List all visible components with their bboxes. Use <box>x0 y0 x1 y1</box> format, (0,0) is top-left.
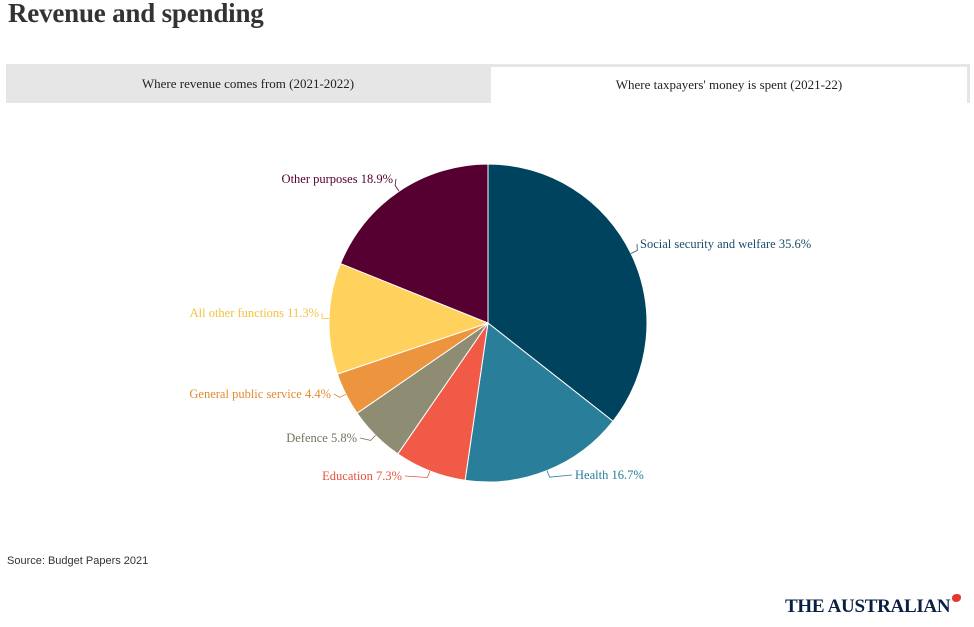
pie-slice-all-other-functions[interactable] <box>328 263 489 375</box>
tab-revenue[interactable]: Where revenue comes from (2021-2022) <box>6 64 490 103</box>
pie-label-defence: Defence 5.8% <box>286 431 357 445</box>
pie-leader-line-general-public-service <box>333 393 347 398</box>
pie-label-education: Education 7.3% <box>322 469 402 483</box>
pie-slice-other-purposes[interactable] <box>340 163 489 324</box>
logo-mark-icon <box>952 594 962 602</box>
page-title: Revenue and spending <box>8 0 264 28</box>
publisher-logo: THE AUSTRALIAN <box>785 594 962 618</box>
tab-bar: Where revenue comes from (2021-2022) Whe… <box>6 64 970 103</box>
pie-leader-line-social-security-and-welfare <box>630 243 638 254</box>
pie-leader-line-health <box>546 470 573 478</box>
pie-leader-line-defence <box>359 435 376 441</box>
pie-leader-line-all-other-functions <box>321 312 330 319</box>
pie-label-all-other-functions: All other functions 11.3% <box>190 306 319 320</box>
pie-leader-line-other-purposes <box>394 178 400 192</box>
pie-leader-line-education <box>404 470 431 478</box>
pie-label-general-public-service: General public service 4.4% <box>189 387 331 401</box>
tab-bar-edge <box>967 64 970 103</box>
source-note: Source: Budget Papers 2021 <box>7 555 149 567</box>
pie-label-social-security-and-welfare: Social security and welfare 35.6% <box>640 237 811 251</box>
spending-pie-chart: Social security and welfare 35.6% Health … <box>189 163 811 483</box>
pie-label-health: Health 16.7% <box>575 468 644 482</box>
pie-label-other-purposes: Other purposes 18.9% <box>282 172 393 186</box>
tab-spending[interactable]: Where taxpayers' money is spent (2021-22… <box>491 67 967 103</box>
